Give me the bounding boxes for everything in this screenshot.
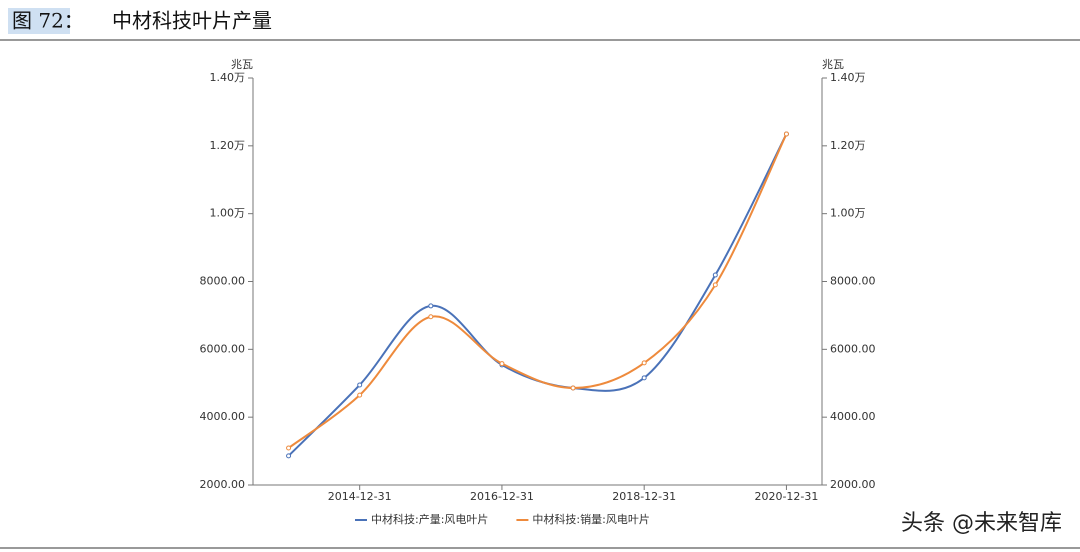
y2-tick-label: 1.20万	[830, 139, 866, 152]
y-tick-label: 2000.00	[200, 478, 246, 491]
x-tick-label: 2018-12-31	[612, 490, 676, 503]
watermark: 头条 @未来智库	[901, 511, 1062, 536]
y2-tick-label: 6000.00	[830, 342, 876, 355]
series-line	[287, 133, 788, 449]
y2-tick-label: 8000.00	[830, 275, 876, 288]
label-highlight	[8, 8, 70, 34]
legend-label: 中材科技:产量:风电叶片	[371, 512, 488, 526]
y-tick-label: 6000.00	[200, 342, 246, 355]
point	[357, 392, 363, 398]
point	[286, 453, 292, 459]
point	[286, 445, 292, 451]
point	[783, 131, 789, 137]
point	[428, 303, 434, 309]
y-tick-label: 4000.00	[200, 410, 246, 423]
point	[712, 272, 718, 278]
figure-label: 图 72：	[12, 9, 84, 33]
point	[641, 360, 647, 366]
y-tick-label: 1.00万	[210, 207, 246, 220]
point	[641, 375, 647, 381]
y2-tick-label: 2000.00	[830, 478, 876, 491]
y2-tick-label: 4000.00	[830, 410, 876, 423]
x-tick-label: 2020-12-31	[754, 490, 818, 503]
legend-label: 中材科技:销量:风电叶片	[532, 512, 649, 526]
y2-tick-label: 1.40万	[830, 71, 866, 84]
y-tick-label: 8000.00	[200, 275, 246, 288]
y-tick-label: 1.20万	[210, 139, 246, 152]
chart-title: 中材科技叶片产量	[112, 9, 272, 33]
y2-axis-unit: 兆瓦	[822, 58, 844, 71]
series-line	[287, 133, 788, 457]
point	[428, 314, 434, 320]
y-axis-unit: 兆瓦	[231, 58, 253, 71]
y-tick-label: 1.40万	[210, 71, 246, 84]
x-tick-label: 2016-12-31	[470, 490, 534, 503]
y2-tick-label: 1.00万	[830, 207, 866, 220]
point	[357, 382, 363, 388]
point	[499, 361, 505, 367]
point	[570, 385, 576, 391]
point	[712, 282, 718, 288]
x-tick-label: 2014-12-31	[328, 490, 392, 503]
